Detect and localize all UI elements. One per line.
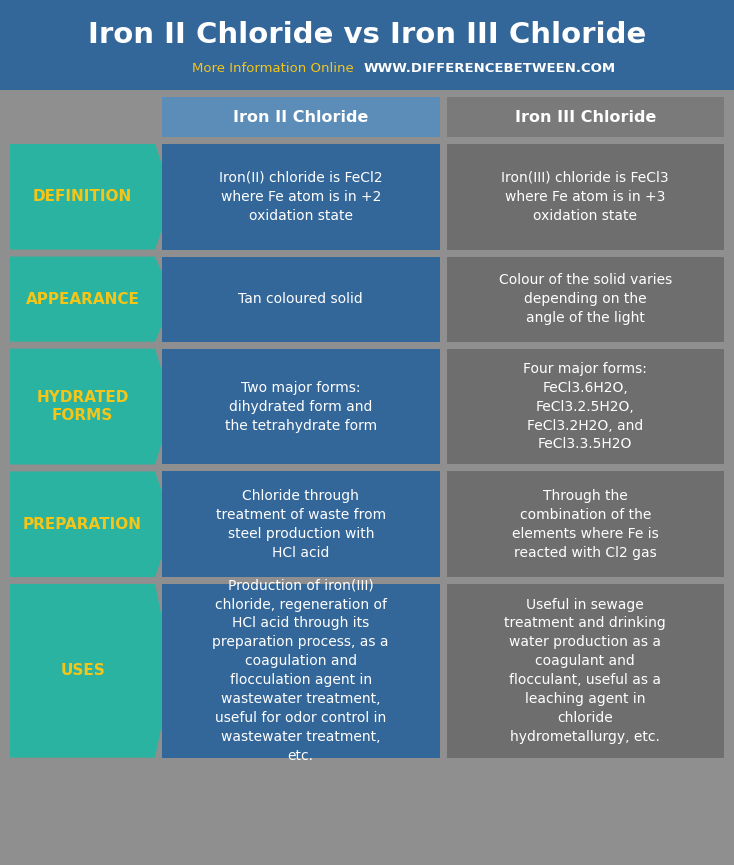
Text: Iron II Chloride: Iron II Chloride [233,110,368,125]
Text: Two major forms:
dihydrated form and
the tetrahydrate form: Two major forms: dihydrated form and the… [225,381,377,432]
Bar [162,349,440,465]
Bar [446,349,724,465]
Text: Iron II Chloride vs Iron III Chloride: Iron II Chloride vs Iron III Chloride [88,21,646,49]
Bar [0,0,734,90]
Text: Colour of the solid varies
depending on the
angle of the light: Colour of the solid varies depending on … [498,273,672,325]
Bar [162,144,440,250]
Bar [162,584,440,758]
Text: PREPARATION: PREPARATION [23,516,142,532]
Text: WWW.DIFFERENCEBETWEEN.COM: WWW.DIFFERENCEBETWEEN.COM [364,61,616,74]
Text: HYDRATED
FORMS: HYDRATED FORMS [36,390,128,423]
Text: APPEARANCE: APPEARANCE [26,292,139,306]
Text: Through the
combination of the
elements where Fe is
reacted with Cl2 gas: Through the combination of the elements … [512,489,658,560]
Text: Tan coloured solid: Tan coloured solid [239,292,363,306]
Text: Iron(II) chloride is FeCl2
where Fe atom is in +2
oxidation state: Iron(II) chloride is FeCl2 where Fe atom… [219,170,382,222]
Bar [446,257,724,342]
Bar [446,584,724,758]
Text: Four major forms:
FeCl3.6H2O,
FeCl3.2.5H2O,
FeCl3.2H2O, and
FeCl3.3.5H2O: Four major forms: FeCl3.6H2O, FeCl3.2.5H… [523,362,647,452]
Polygon shape [10,257,173,342]
Text: Production of iron(III)
chloride, regeneration of
HCl acid through its
preparati: Production of iron(III) chloride, regene… [213,579,389,763]
Bar [162,257,440,342]
Bar [446,144,724,250]
Polygon shape [10,144,173,250]
Polygon shape [10,471,173,577]
Text: USES: USES [60,663,105,678]
Text: Iron(III) chloride is FeCl3
where Fe atom is in +3
oxidation state: Iron(III) chloride is FeCl3 where Fe ato… [501,170,669,222]
Text: Chloride through
treatment of waste from
steel production with
HCl acid: Chloride through treatment of waste from… [216,489,386,560]
Bar [162,471,440,577]
Text: Iron III Chloride: Iron III Chloride [515,110,656,125]
Bar [162,97,440,137]
Polygon shape [10,584,173,758]
Text: More Information Online: More Information Online [192,61,362,74]
Bar [446,471,724,577]
Text: Useful in sewage
treatment and drinking
water production as a
coagulant and
floc: Useful in sewage treatment and drinking … [504,598,666,744]
Bar [446,97,724,137]
Polygon shape [10,349,173,465]
Text: DEFINITION: DEFINITION [33,189,132,204]
